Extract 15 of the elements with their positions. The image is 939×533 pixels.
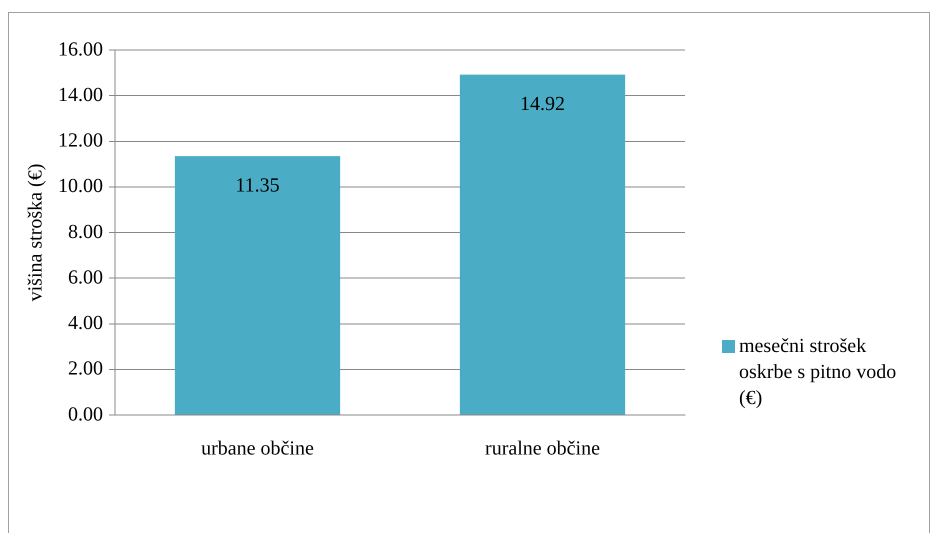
y-tick-label: 6.00 <box>68 266 103 288</box>
x-tick-label: ruralne občine <box>485 437 600 460</box>
y-axis-title: višina stroška (€) <box>24 164 46 302</box>
y-tick-label: 16.00 <box>58 38 103 60</box>
y-tick-label: 4.00 <box>68 312 103 334</box>
legend-label: mesečni strošek oskrbe s pitno vodo (€) <box>739 334 898 411</box>
x-tick-label: urbane občine <box>201 437 314 460</box>
data-label: 11.35 <box>235 174 280 196</box>
y-tick-label: 8.00 <box>68 220 103 243</box>
y-tick-label: 0.00 <box>68 403 103 426</box>
y-tick-label: 14.00 <box>58 84 103 106</box>
y-tick-label: 12.00 <box>58 130 103 152</box>
y-tick-label: 2.00 <box>68 358 103 380</box>
y-tick-label: 10.00 <box>58 175 103 198</box>
data-label: 14.92 <box>520 92 565 115</box>
